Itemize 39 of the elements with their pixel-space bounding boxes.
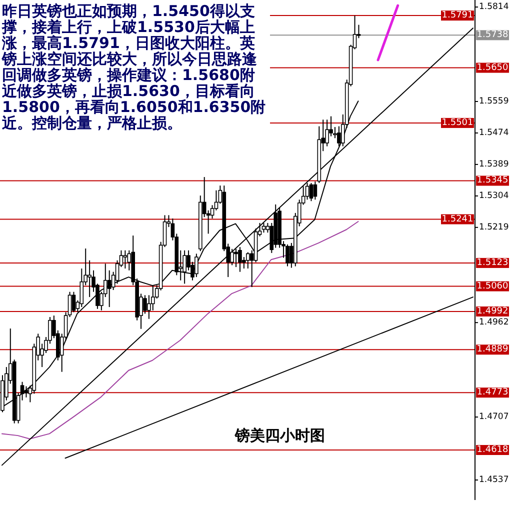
y-tick-label: 1.4962 xyxy=(479,318,509,328)
y-tick-label: 1.5474 xyxy=(479,128,509,138)
candlestick xyxy=(313,180,318,200)
candlestick xyxy=(246,252,250,270)
ref-line-label: 1.5501 xyxy=(442,118,474,128)
y-tick-label: 1.5814 xyxy=(479,2,509,12)
y-tick-label: 1.4537 xyxy=(479,475,509,485)
ref-line-label: 1.4618 xyxy=(476,445,509,455)
candlestick xyxy=(286,244,290,267)
ref-line-label: 1.4992 xyxy=(476,306,508,316)
candlestick xyxy=(107,270,112,308)
ref-line-label: 1.4889 xyxy=(476,344,509,355)
y-tick-label: 1.5389 xyxy=(479,159,509,170)
candlestick xyxy=(325,119,329,147)
y-tick-label: 1.5304 xyxy=(479,190,509,201)
candlestick xyxy=(337,126,341,147)
candlestick xyxy=(238,246,242,272)
y-tick-label: 1.5559 xyxy=(479,96,509,106)
ref-line-label: 1.5791 xyxy=(442,10,474,21)
ref-line-label: 1.5123 xyxy=(476,258,508,268)
candlestick xyxy=(309,182,314,202)
y-tick-label: 1.4707 xyxy=(479,412,509,422)
candlestick xyxy=(194,253,198,278)
ref-line-label: 1.5345 xyxy=(476,176,508,186)
candlestick xyxy=(24,386,28,398)
candlestick xyxy=(72,291,76,313)
annotation: 镑美四小时图 xyxy=(235,426,325,446)
annotation: 昨日英镑也正如预期，1.5450得以支撑，接着上行，上破1.5530后大幅上涨，最高1.5791，日图收大阳柱。英镑上涨空间还比较大，所以今日思路逢回调做多英镑，操作建议：1.5680附近做多英镑，止损1.5630，目标看向1.5800，再看向1.6050和1.6350附近。控制仓量，严格止损。 xyxy=(2,2,268,132)
candlestick xyxy=(234,248,238,268)
candlestick xyxy=(182,250,186,284)
candlestick xyxy=(123,250,128,270)
ref-line-label: 1.5060 xyxy=(476,281,509,292)
candlestick xyxy=(230,248,234,266)
candlestick xyxy=(88,260,92,298)
ref-line-label: 1.5738 xyxy=(476,30,509,40)
ref-line-label: 1.4773 xyxy=(476,388,508,398)
ref-line-label: 1.5241 xyxy=(442,214,474,224)
ref-line-label: 1.5650 xyxy=(476,62,509,73)
y-tick-label: 1.5219 xyxy=(479,222,509,232)
